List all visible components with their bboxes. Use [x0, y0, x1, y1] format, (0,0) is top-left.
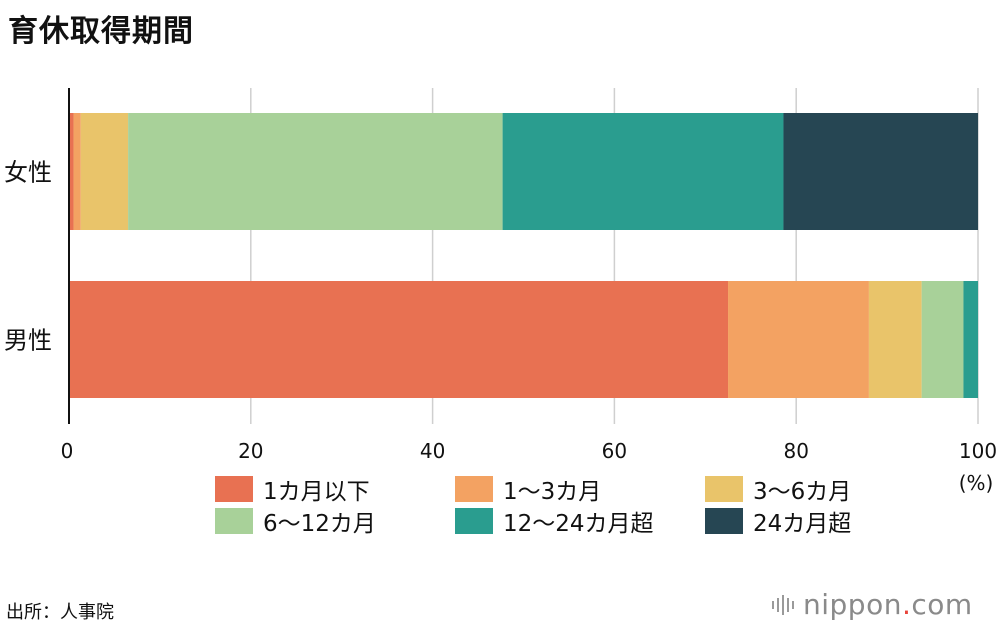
legend-item-1: 1〜3カ月 [455, 474, 705, 505]
legend-swatch-1 [455, 476, 493, 502]
legend-item-5: 24カ月超 [705, 506, 855, 537]
bar-1-0 [69, 281, 729, 398]
legend-label-2: 3〜6カ月 [753, 479, 852, 505]
x-tick-label-0: 0 [61, 439, 74, 463]
legend-swatch-3 [215, 508, 253, 534]
brand-suffix: com [911, 588, 973, 621]
legend-label-5: 24カ月超 [753, 511, 852, 537]
brand-text: nippon.com [803, 588, 973, 621]
bar-1-1 [728, 281, 869, 398]
bar-0-3 [128, 113, 503, 230]
brand-logo: nippon.com [772, 588, 973, 621]
category-label-0: 女性 [4, 159, 52, 187]
legend: 1カ月以下 1〜3カ月 3〜6カ月 6〜12カ月 12〜24カ月超 24カ月超 [215, 474, 855, 537]
legend-item-2: 3〜6カ月 [705, 474, 855, 505]
legend-label-4: 12〜24カ月超 [503, 511, 654, 537]
legend-item-3: 6〜12カ月 [215, 506, 455, 537]
bar-0-4 [502, 113, 784, 230]
legend-swatch-0 [215, 476, 253, 502]
bars [69, 113, 978, 398]
bar-0-0 [69, 113, 74, 230]
bar-1-2 [868, 281, 922, 398]
legend-label-1: 1〜3カ月 [503, 479, 602, 505]
chart-title: 育休取得期間 [8, 14, 194, 49]
legend-label-3: 6〜12カ月 [263, 511, 376, 537]
bar-0-2 [80, 113, 129, 230]
legend-swatch-4 [455, 508, 493, 534]
bar-1-4 [963, 281, 978, 398]
x-tick-label-40: 40 [420, 439, 445, 463]
category-label-1: 男性 [4, 327, 52, 355]
x-tick-label-60: 60 [602, 439, 627, 463]
bar-1-3 [921, 281, 964, 398]
x-tick-label-80: 80 [783, 439, 808, 463]
nippon-logo-icon [772, 594, 797, 615]
x-axis-unit: (%) [959, 471, 994, 495]
brand-name: nippon [803, 588, 902, 621]
legend-item-4: 12〜24カ月超 [455, 506, 705, 537]
bar-0-1 [73, 113, 81, 230]
legend-swatch-2 [705, 476, 743, 502]
bar-0-5 [783, 113, 978, 230]
x-tick-label-100: 100 [959, 439, 997, 463]
x-tick-label-20: 20 [238, 439, 263, 463]
brand-dot: . [901, 588, 912, 621]
legend-swatch-5 [705, 508, 743, 534]
legend-label-0: 1カ月以下 [263, 479, 370, 505]
source-note: 出所：人事院 [6, 602, 114, 623]
legend-item-0: 1カ月以下 [215, 474, 455, 505]
